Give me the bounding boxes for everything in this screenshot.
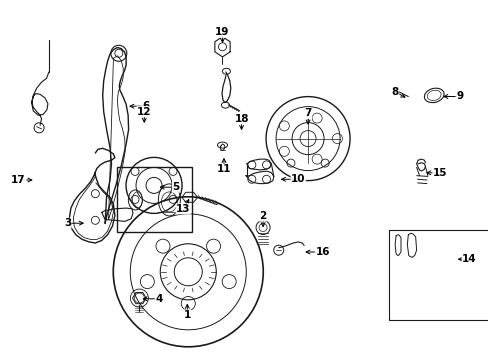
Text: 6: 6 bbox=[142, 101, 149, 111]
Bar bbox=[117, 167, 192, 233]
Text: 15: 15 bbox=[432, 168, 447, 178]
Text: 12: 12 bbox=[137, 107, 151, 117]
Text: 7: 7 bbox=[304, 108, 311, 118]
Text: 1: 1 bbox=[183, 310, 190, 320]
Text: 11: 11 bbox=[216, 164, 231, 174]
Text: 19: 19 bbox=[215, 27, 229, 37]
Text: 9: 9 bbox=[455, 91, 462, 102]
Text: 13: 13 bbox=[176, 204, 190, 214]
Text: 18: 18 bbox=[234, 114, 248, 124]
Text: 10: 10 bbox=[290, 174, 305, 184]
Bar bbox=[388, 230, 488, 320]
Text: 3: 3 bbox=[64, 218, 71, 228]
Text: 4: 4 bbox=[155, 294, 163, 304]
Text: 14: 14 bbox=[461, 254, 476, 264]
Text: 5: 5 bbox=[172, 182, 179, 192]
Text: 2: 2 bbox=[259, 211, 266, 221]
Text: 16: 16 bbox=[315, 247, 329, 257]
Text: 8: 8 bbox=[391, 87, 398, 97]
Text: 17: 17 bbox=[11, 175, 26, 185]
